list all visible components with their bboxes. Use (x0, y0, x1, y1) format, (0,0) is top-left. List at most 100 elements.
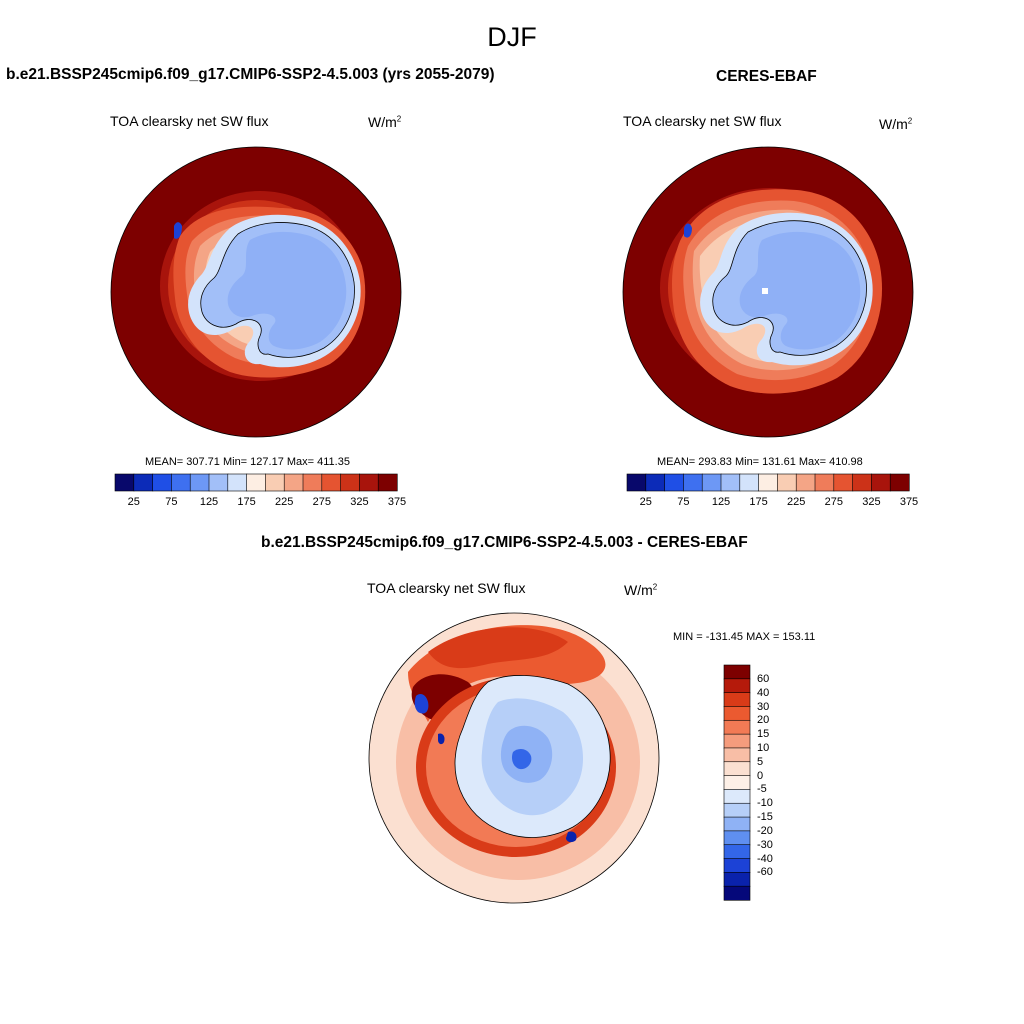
model-colorbar-swatch (171, 473, 191, 492)
diff-colorbar-tick-label: -60 (757, 866, 773, 879)
model-colorbar-tick-label: 125 (199, 496, 219, 508)
diff-colorbar-swatch (723, 664, 751, 680)
obs-colorbar-swatch (871, 473, 891, 492)
model-colorbar-swatch (302, 473, 323, 492)
season-title: DJF (487, 22, 537, 52)
model-colorbar-swatch (133, 473, 154, 492)
model-colorbar-swatch (189, 473, 210, 492)
obs-polar-map (622, 146, 914, 438)
model-colorbar-swatch (377, 473, 398, 492)
diff-panel-title: b.e21.BSSP245cmip6.f09_g17.CMIP6-SSP2-4.… (261, 534, 748, 551)
diff-colorbar-tick-label: 20 (757, 714, 770, 727)
model-colorbar-tick-label: 275 (312, 496, 331, 508)
diff-colorbar-tick-label: 0 (757, 769, 764, 782)
model-colorbar-labels: 25 75 125 175 225 275 325 375 (115, 496, 407, 510)
obs-colorbar-tick-label: 375 (899, 496, 919, 508)
obs-stats-label: MEAN= 293.83 Min= 131.61 Max= 410.98 (657, 456, 863, 468)
diff-variable-label: TOA clearsky net SW flux (367, 580, 526, 596)
diff-colorbar-swatch (723, 761, 751, 777)
obs-colorbar-swatch (739, 473, 760, 492)
diff-polar-map (368, 612, 660, 904)
diff-colorbar-swatch (723, 885, 751, 901)
diff-colorbar-swatch (723, 816, 751, 832)
diff-colorbar-tick-label: -15 (757, 811, 773, 824)
model-colorbar-swatch (340, 473, 361, 492)
diff-colorbar-swatch (723, 830, 751, 846)
model-colorbar-swatch (321, 473, 342, 492)
diff-colorbar-swatch (723, 872, 751, 887)
diff-colorbar-tick-label: -20 (757, 824, 773, 837)
model-stats-label: MEAN= 307.71 Min= 127.17 Max= 411.35 (145, 456, 350, 468)
diff-units-label: W/m2 (624, 582, 658, 598)
diff-colorbar-swatch (723, 733, 751, 749)
obs-colorbar-tick-label: 75 (677, 496, 690, 508)
obs-colorbar-swatch (889, 473, 910, 492)
model-units-label: W/m2 (368, 114, 402, 130)
obs-colorbar-swatch (758, 473, 779, 492)
model-colorbar-swatch (246, 473, 267, 492)
model-colorbar-tick-label: 175 (237, 496, 256, 508)
model-colorbar-tick-label: 225 (275, 496, 294, 508)
diff-colorbar-swatch (723, 706, 751, 721)
diff-colorbar-tick-label: 40 (757, 686, 770, 699)
obs-colorbar-tick-label: 275 (824, 496, 843, 508)
diff-colorbar-swatch (723, 858, 751, 873)
diff-colorbar-swatch (723, 747, 751, 763)
obs-colorbar-labels: 25 75 125 175 225 275 325 375 (627, 496, 919, 510)
obs-colorbar-swatch (664, 473, 684, 492)
diff-colorbar (723, 664, 751, 901)
obs-panel-title: CERES-EBAF (716, 68, 817, 85)
model-colorbar (114, 473, 398, 492)
model-variable-label: TOA clearsky net SW flux (110, 113, 269, 129)
obs-colorbar-tick-label: 325 (862, 496, 881, 508)
obs-colorbar-tick-label: 225 (787, 496, 806, 508)
obs-colorbar-tick-label: 25 (639, 496, 652, 508)
diff-colorbar-swatch (723, 844, 751, 860)
obs-colorbar-swatch (777, 473, 797, 492)
model-colorbar-swatch (208, 473, 229, 492)
diff-colorbar-swatch (723, 789, 751, 804)
diff-colorbar-tick-label: 5 (757, 755, 764, 768)
model-colorbar-swatch (283, 473, 304, 492)
obs-colorbar-tick-label: 125 (711, 496, 731, 508)
obs-colorbar-swatch (645, 473, 666, 492)
obs-variable-label: TOA clearsky net SW flux (623, 113, 782, 129)
diff-colorbar-swatch (723, 775, 751, 791)
obs-colorbar-swatch (833, 473, 854, 492)
diff-colorbar-tick-label: 60 (757, 672, 770, 685)
obs-colorbar (626, 473, 910, 492)
diff-colorbar-tick-label: 10 (757, 741, 770, 754)
model-panel-title: b.e21.BSSP245cmip6.f09_g17.CMIP6-SSP2-4.… (6, 66, 495, 83)
obs-units-label: W/m2 (879, 116, 913, 132)
diff-colorbar-swatch (723, 802, 751, 818)
diff-colorbar-swatch (723, 719, 751, 735)
obs-colorbar-swatch (626, 473, 647, 492)
model-colorbar-tick-label: 325 (350, 496, 369, 508)
diff-minmax-label: MIN = -131.45 MAX = 153.11 (673, 631, 816, 643)
diff-colorbar-tick-label: -30 (757, 838, 773, 851)
diff-colorbar-swatch (723, 678, 751, 694)
obs-colorbar-tick-label: 175 (749, 496, 768, 508)
model-colorbar-swatch (152, 473, 172, 492)
obs-colorbar-swatch (683, 473, 703, 492)
model-colorbar-swatch (227, 473, 248, 492)
obs-colorbar-swatch (701, 473, 722, 492)
model-colorbar-swatch (359, 473, 379, 492)
obs-colorbar-swatch (720, 473, 741, 492)
diff-colorbar-tick-label: 30 (757, 700, 770, 713)
model-colorbar-swatch (114, 473, 135, 492)
obs-colorbar-swatch (852, 473, 873, 492)
diff-colorbar-tick-label: 15 (757, 728, 770, 741)
diff-colorbar-tick-label: -5 (757, 783, 767, 796)
diff-colorbar-swatch (723, 692, 751, 708)
model-polar-map (110, 146, 402, 438)
model-colorbar-swatch (265, 473, 285, 492)
diff-colorbar-tick-label: -40 (757, 852, 773, 865)
obs-colorbar-swatch (814, 473, 835, 492)
model-colorbar-tick-label: 375 (387, 496, 407, 508)
diff-colorbar-labels: 60 40 30 20 15 10 5 0 -5 -10 -15 -20 -30 -40 -60 (757, 665, 797, 900)
model-colorbar-tick-label: 75 (165, 496, 178, 508)
diff-colorbar-tick-label: -10 (757, 797, 773, 810)
obs-colorbar-swatch (795, 473, 816, 492)
model-colorbar-tick-label: 25 (127, 496, 140, 508)
